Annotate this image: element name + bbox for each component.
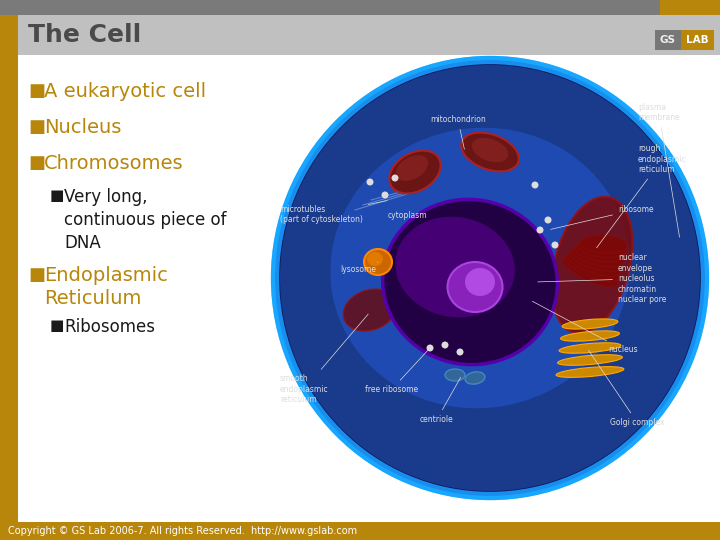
- Text: Copyright © GS Lab 2006-7. All rights Reserved.  http://www.gslab.com: Copyright © GS Lab 2006-7. All rights Re…: [8, 526, 357, 536]
- Text: ■: ■: [50, 318, 64, 333]
- Ellipse shape: [557, 355, 622, 365]
- Ellipse shape: [572, 246, 624, 267]
- Text: rough
endoplasmic
reticulum: rough endoplasmic reticulum: [597, 144, 687, 248]
- Text: ribosome: ribosome: [551, 205, 654, 229]
- Circle shape: [426, 345, 433, 352]
- Ellipse shape: [570, 248, 622, 272]
- Circle shape: [544, 217, 552, 224]
- Ellipse shape: [364, 249, 392, 275]
- Bar: [0, 522, 720, 540]
- Text: ■: ■: [28, 118, 45, 136]
- Circle shape: [552, 241, 559, 248]
- Ellipse shape: [465, 372, 485, 384]
- Circle shape: [366, 179, 374, 186]
- Ellipse shape: [556, 367, 624, 377]
- Circle shape: [382, 192, 389, 199]
- Ellipse shape: [343, 289, 397, 331]
- Circle shape: [392, 174, 398, 181]
- Ellipse shape: [396, 155, 428, 181]
- Ellipse shape: [562, 319, 618, 329]
- Ellipse shape: [552, 197, 632, 333]
- Bar: [18, 55, 720, 522]
- Circle shape: [531, 181, 539, 188]
- Ellipse shape: [575, 242, 625, 262]
- Text: nuclear
envelope
nucleolus
chromatin
nuclear pore: nuclear envelope nucleolus chromatin nuc…: [538, 253, 667, 304]
- Ellipse shape: [395, 217, 515, 318]
- Ellipse shape: [561, 331, 619, 341]
- Circle shape: [441, 341, 449, 348]
- Bar: [0, 15, 18, 522]
- Ellipse shape: [465, 268, 495, 296]
- Ellipse shape: [280, 65, 700, 491]
- Text: plasma
membrane: plasma membrane: [638, 103, 680, 237]
- Text: centriole: centriole: [420, 377, 461, 424]
- Ellipse shape: [275, 60, 705, 496]
- Ellipse shape: [559, 343, 621, 353]
- Ellipse shape: [462, 133, 519, 171]
- Text: nucleus: nucleus: [533, 301, 638, 354]
- Text: Chromosomes: Chromosomes: [44, 154, 184, 173]
- Text: Golgi complex: Golgi complex: [588, 350, 665, 427]
- Text: ■: ■: [28, 82, 45, 100]
- Ellipse shape: [472, 138, 508, 162]
- Ellipse shape: [390, 151, 441, 193]
- Text: ■: ■: [28, 154, 45, 172]
- Ellipse shape: [382, 199, 557, 364]
- Text: cytoplasm: cytoplasm: [388, 211, 428, 220]
- Circle shape: [456, 348, 464, 355]
- Ellipse shape: [562, 257, 618, 287]
- Text: smooth
endoplasmic
reticulum: smooth endoplasmic reticulum: [280, 314, 368, 404]
- Text: free ribosome: free ribosome: [365, 350, 428, 394]
- Text: lysosome: lysosome: [340, 262, 378, 274]
- Ellipse shape: [330, 127, 630, 408]
- Text: Nucleus: Nucleus: [44, 118, 122, 137]
- Ellipse shape: [578, 239, 626, 258]
- Bar: [660, 0, 720, 15]
- Bar: [0, 0, 720, 15]
- Text: Ribosomes: Ribosomes: [64, 318, 155, 336]
- Text: The Cell: The Cell: [28, 23, 141, 47]
- Text: microtubles
(part of cytoskeleton): microtubles (part of cytoskeleton): [280, 200, 387, 224]
- Ellipse shape: [448, 262, 503, 312]
- Ellipse shape: [367, 252, 383, 266]
- Text: GS: GS: [660, 35, 676, 45]
- Bar: [681, 30, 714, 50]
- Text: ■: ■: [28, 266, 45, 284]
- Bar: [0, 15, 720, 55]
- Text: LAB: LAB: [685, 35, 708, 45]
- Ellipse shape: [565, 254, 619, 282]
- Bar: [655, 30, 681, 50]
- Ellipse shape: [445, 369, 465, 381]
- Ellipse shape: [567, 252, 621, 276]
- Text: mitochondrion: mitochondrion: [430, 115, 486, 149]
- Text: Very long,
continuous piece of
DNA: Very long, continuous piece of DNA: [64, 188, 227, 252]
- Text: Endoplasmic
Reticulum: Endoplasmic Reticulum: [44, 266, 168, 308]
- Ellipse shape: [581, 235, 627, 253]
- Text: ■: ■: [50, 188, 64, 203]
- Text: A eukaryotic cell: A eukaryotic cell: [44, 82, 206, 101]
- Circle shape: [536, 226, 544, 233]
